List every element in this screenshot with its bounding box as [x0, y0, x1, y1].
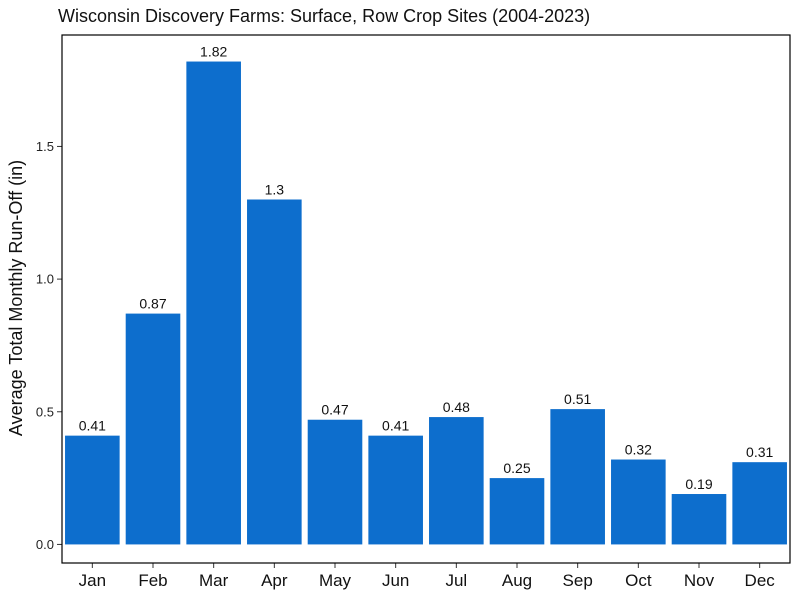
y-tick-label: 1.0: [36, 272, 54, 287]
bar-oct: [611, 459, 666, 545]
bar-may: [307, 419, 363, 545]
bar-dec: [732, 462, 787, 545]
x-tick-label-sep: Sep: [563, 571, 593, 590]
plot-frame: [61, 34, 791, 564]
y-tick-label: 1.5: [36, 139, 54, 154]
data-label-nov: 0.19: [685, 476, 712, 492]
bar-mar: [186, 61, 241, 545]
data-label-jan: 0.41: [79, 418, 106, 434]
x-tick-label-jul: Jul: [445, 571, 467, 590]
data-label-mar: 1.82: [200, 44, 227, 60]
data-label-feb: 0.87: [139, 296, 166, 312]
y-tick-label: 0.5: [36, 404, 54, 419]
x-axis: Jan Feb Mar Apr May Jun Jul Aug Sep Oct Nov Dec: [79, 563, 776, 590]
data-label-jun: 0.41: [382, 418, 409, 434]
y-tick-label: 0.0: [36, 537, 54, 552]
data-label-apr: 1.3: [265, 182, 285, 198]
bars-layer: [65, 61, 787, 545]
data-labels-layer: 0.41 0.87 1.82 1.3 0.47 0.41 0.48 0.25 0.51 0.32 0…: [79, 44, 774, 492]
x-tick-label-may: May: [319, 571, 352, 590]
bar-apr: [247, 199, 302, 545]
y-axis-title: Average Total Monthly Run-Off (in): [6, 160, 26, 436]
data-label-aug: 0.25: [503, 460, 530, 476]
y-axis: 0.0 0.5 1.0 1.5: [36, 139, 62, 552]
x-tick-label-oct: Oct: [625, 571, 652, 590]
bar-jul: [429, 417, 484, 545]
chart-title: Wisconsin Discovery Farms: Surface, Row …: [58, 6, 591, 26]
x-tick-label-apr: Apr: [261, 571, 288, 590]
x-tick-label-jan: Jan: [79, 571, 106, 590]
x-tick-label-dec: Dec: [745, 571, 776, 590]
x-tick-label-jun: Jun: [382, 571, 409, 590]
x-tick-label-feb: Feb: [138, 571, 167, 590]
data-label-dec: 0.31: [746, 444, 773, 460]
bar-sep: [550, 409, 605, 545]
x-tick-label-nov: Nov: [684, 571, 715, 590]
data-label-oct: 0.32: [625, 442, 652, 458]
data-label-sep: 0.51: [564, 391, 591, 407]
x-tick-label-aug: Aug: [502, 571, 532, 590]
bar-feb: [125, 313, 181, 545]
data-label-jul: 0.48: [443, 399, 470, 415]
bar-jan: [65, 435, 120, 545]
bar-jun: [368, 435, 423, 545]
data-label-may: 0.47: [321, 402, 348, 418]
x-tick-label-mar: Mar: [199, 571, 229, 590]
bar-aug: [489, 478, 545, 545]
bar-nov: [671, 494, 727, 545]
